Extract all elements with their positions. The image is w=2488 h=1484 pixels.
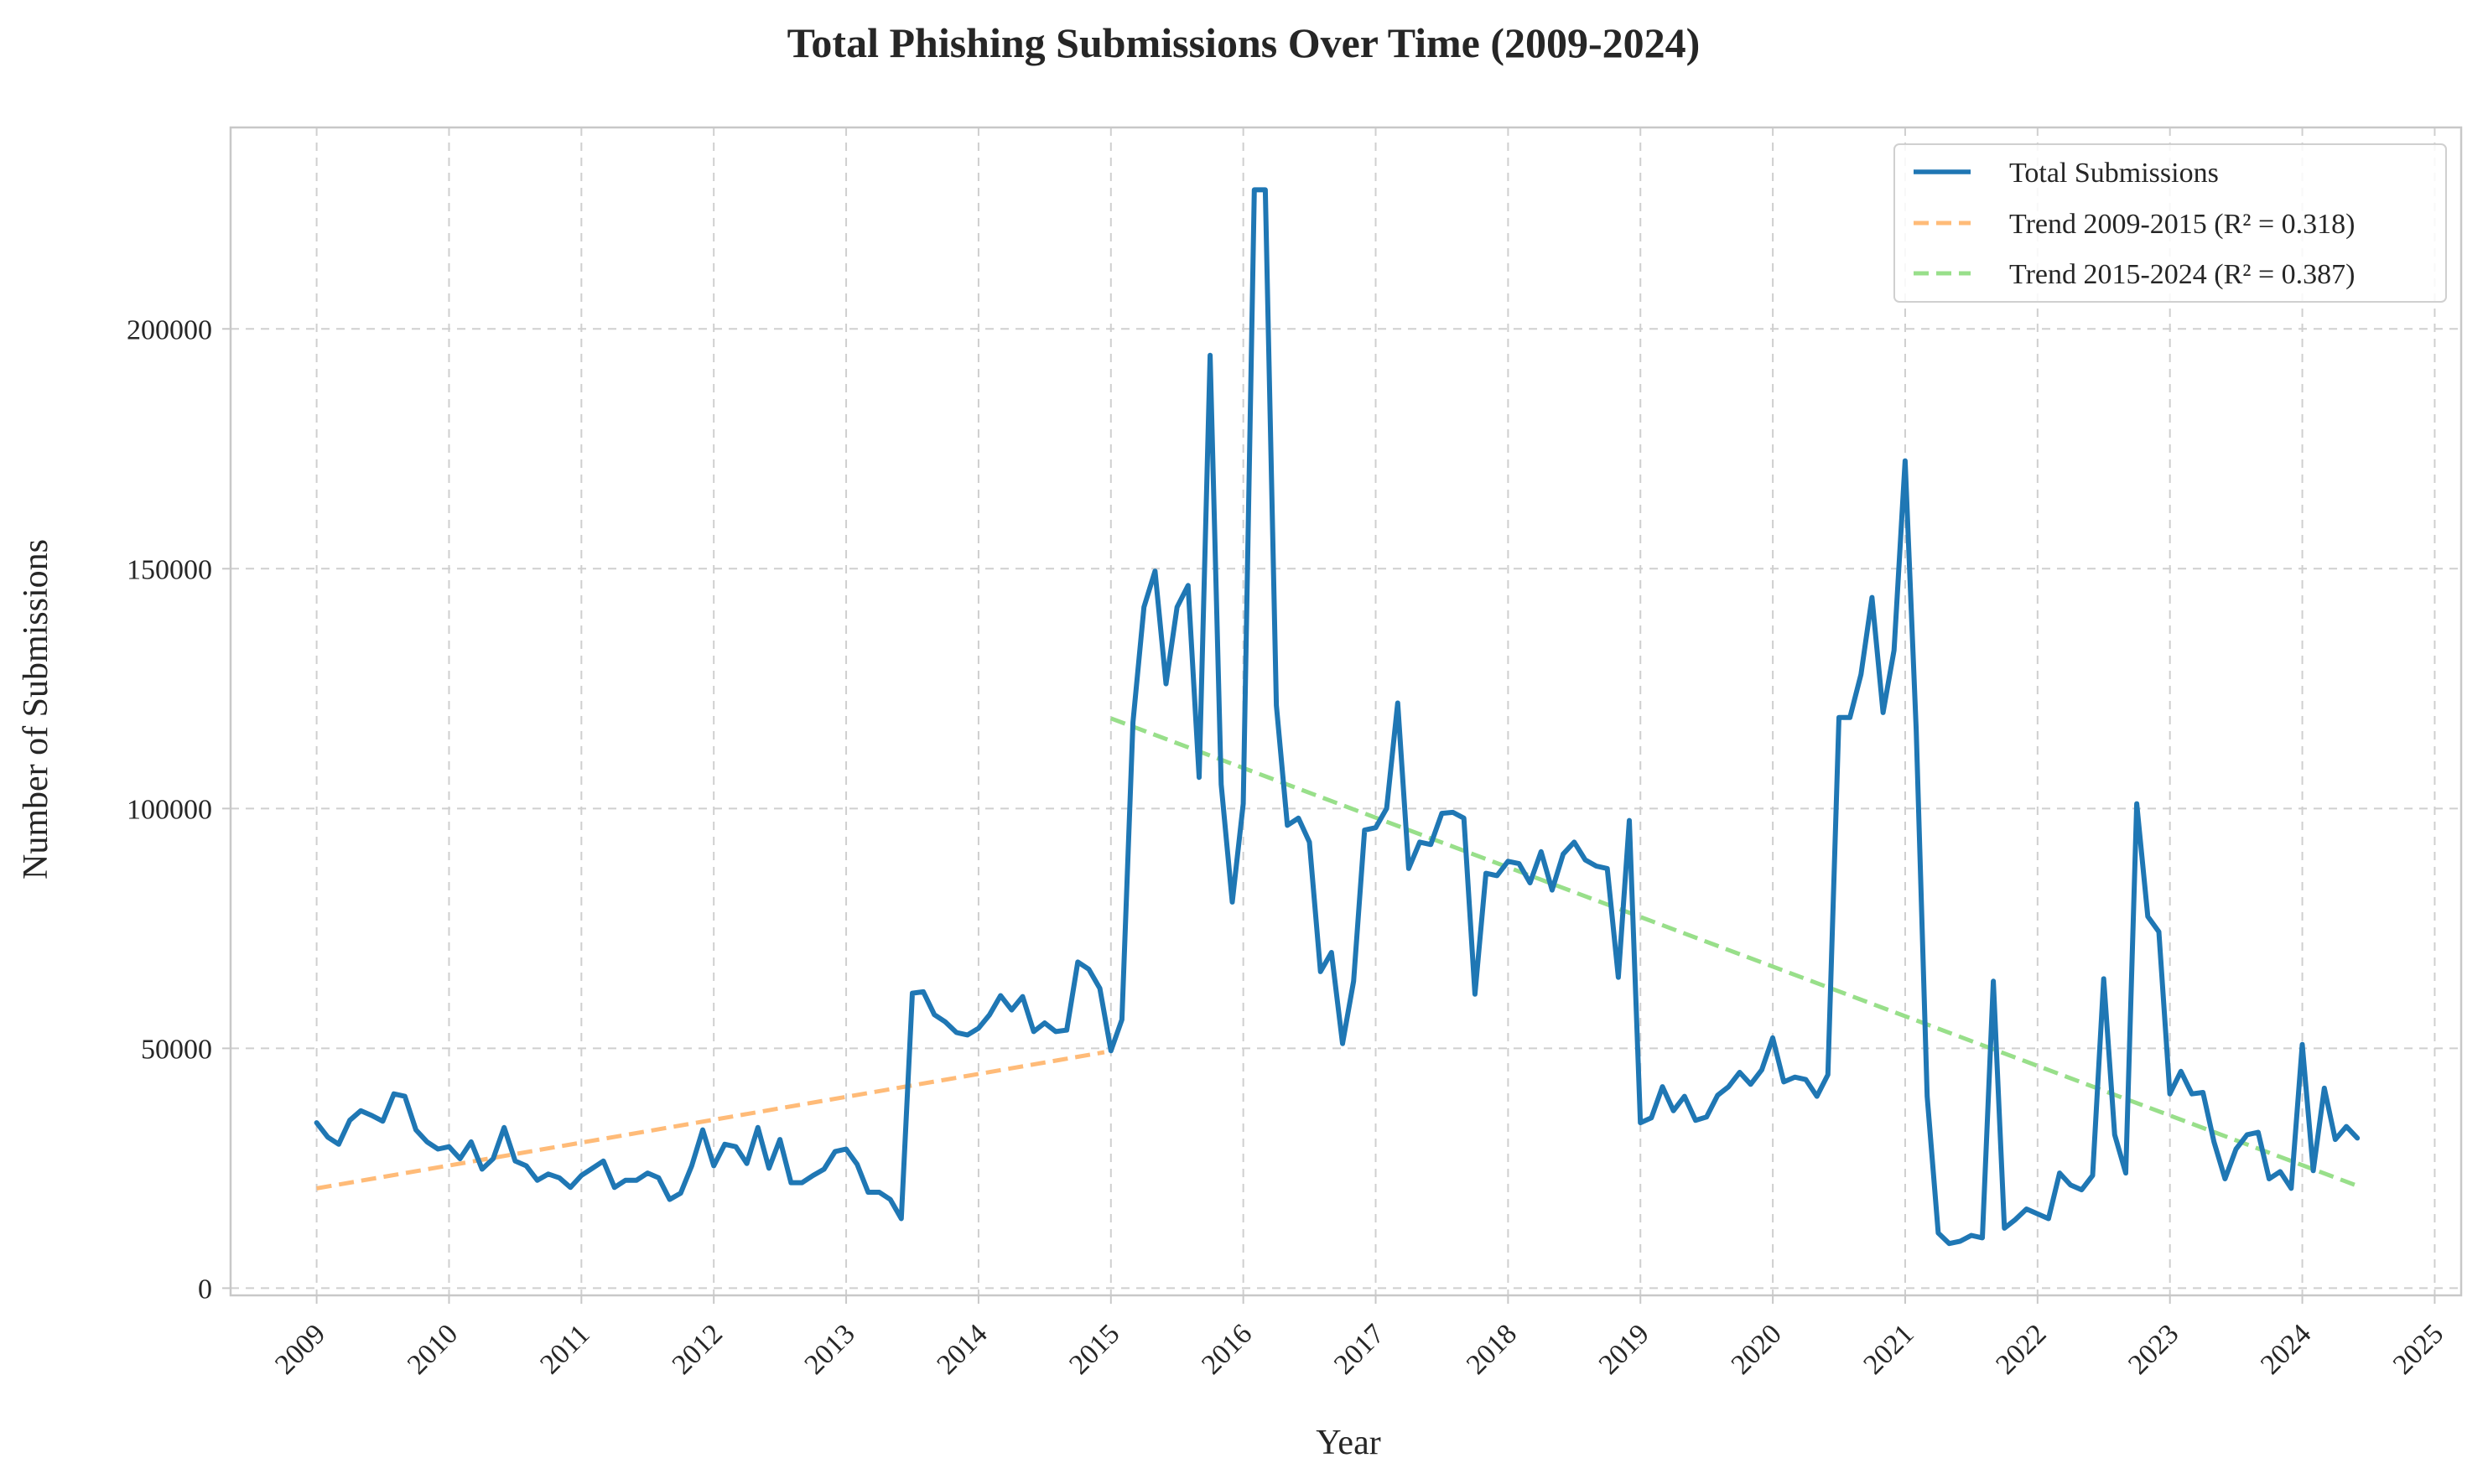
y-tick-label: 0 <box>198 1274 212 1305</box>
y-tick-label: 100000 <box>127 794 212 825</box>
y-axis-ticks: 0 50000 100000 150000 200000 <box>127 314 231 1305</box>
series-line-total-submissions <box>314 187 2361 1247</box>
y-tick-label: 200000 <box>127 314 212 345</box>
plot-frame <box>229 126 2463 1297</box>
y-axis-label: Number of Submissions <box>17 539 55 880</box>
series-group <box>314 187 2361 1247</box>
grid-lines <box>231 127 2461 1295</box>
legend: Total Submissions Trend 2009-2015 (R² = … <box>1893 143 2447 303</box>
x-axis-label: Year <box>1316 1424 1380 1462</box>
y-tick-label: 150000 <box>127 554 212 585</box>
y-tick-label: 50000 <box>141 1034 212 1065</box>
legend-label-trend-2009-2015: Trend 2009-2015 (R² = 0.318) <box>2009 209 2356 240</box>
series-line-trend-2015-2024 <box>1109 716 2359 1188</box>
legend-label-total: Total Submissions <box>2009 158 2219 189</box>
legend-label-trend-2015-2024: Trend 2015-2024 (R² = 0.387) <box>2009 259 2356 290</box>
chart-title: Total Phishing Submissions Over Time (20… <box>787 19 1701 66</box>
series-line-trend-2009-2015 <box>316 1050 1105 1191</box>
legend-box <box>1893 143 2447 303</box>
